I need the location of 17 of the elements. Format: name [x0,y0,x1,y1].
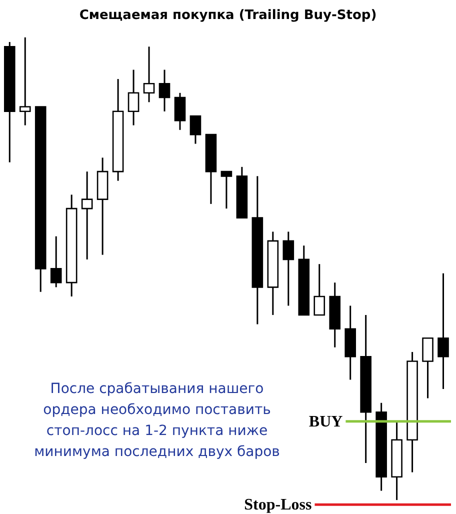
candlestick [143,46,155,103]
candlestick [282,230,294,306]
candlestick [19,36,31,126]
chart-title: Смещаемая покупка (Trailing Buy-Stop) [79,8,377,23]
candlestick [128,69,140,126]
candlestick [422,337,434,399]
candlestick [50,236,62,288]
candlestick [438,272,449,390]
ref-line-label: Stop-Loss [244,496,312,514]
candlestick [174,92,186,131]
annotation: После срабатывания нашего ордера необходимо поставить стоп-лосс на 1-2 пункта ниже минимума последних двух баров [34,381,280,460]
candlestick [314,263,326,316]
candlestick [158,69,170,112]
candlestick [190,115,202,145]
ref-line-label: BUY [308,413,344,430]
candlestick [220,170,232,210]
candlestick [81,170,93,260]
